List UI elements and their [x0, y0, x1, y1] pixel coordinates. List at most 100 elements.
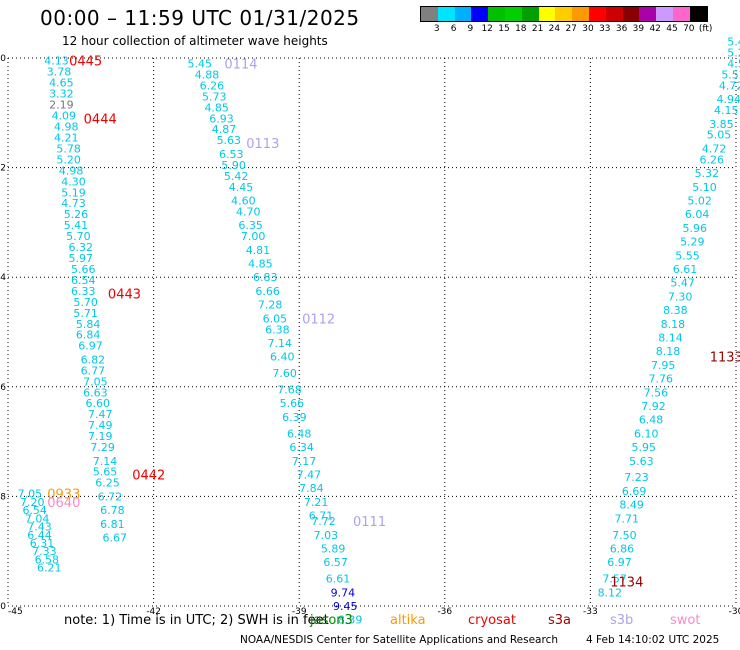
- wave-height-value: 9.45: [333, 600, 358, 613]
- wave-height-value: 7.30: [668, 290, 693, 303]
- footer-credit: NOAA/NESDIS Center for Satellite Applica…: [240, 634, 558, 646]
- wave-height-value: 9.74: [331, 586, 356, 599]
- wave-height-value: 6.72: [98, 490, 123, 503]
- wave-height-value: 5.84: [76, 318, 101, 331]
- wave-height-value: 5.78: [56, 142, 81, 155]
- legend-tick: 42: [649, 24, 661, 34]
- wave-height-value: 6.58: [35, 553, 60, 566]
- wave-height-value: 7.49: [88, 419, 113, 432]
- wave-height-value: 6.78: [100, 504, 125, 517]
- wave-height-value: 3.32: [49, 88, 74, 101]
- pass-time-label: 0445: [69, 55, 102, 70]
- wave-height-value: 7.57: [602, 573, 627, 586]
- legend-tick: 3: [433, 24, 440, 34]
- legend-tick: 39: [632, 24, 645, 34]
- wave-height-value: 6.86: [610, 542, 635, 555]
- footer-note: note: 1) Time is in UTC; 2) SWH is in fe…: [64, 613, 329, 628]
- satellite-label: altika: [390, 613, 426, 628]
- wave-height-value: 4.88: [195, 68, 220, 81]
- wave-height-value: 6.10: [634, 427, 659, 440]
- wave-height-value: 5.2: [727, 47, 740, 60]
- wave-height-value: 7.04: [25, 512, 50, 525]
- wave-height-value: 6.33: [71, 285, 96, 298]
- legend-tick: 33: [599, 24, 611, 34]
- wave-height-value: 7.72: [311, 515, 336, 528]
- wave-height-value: 5.52: [721, 68, 740, 81]
- wave-height-value: 8.39: [338, 614, 363, 627]
- wave-height-value: 5.96: [682, 222, 707, 235]
- pass-time-label: 0114: [224, 57, 257, 72]
- legend-tick: 18: [515, 24, 527, 34]
- wave-height-value: 5.66: [71, 263, 96, 276]
- legend-swatch: [588, 7, 606, 21]
- legend-swatch: [605, 7, 623, 21]
- wave-height-value: 4.13: [44, 55, 69, 68]
- wave-height-value: 7.28: [258, 299, 283, 312]
- wave-height-value: 5.42: [224, 170, 249, 183]
- legend-tick: 70: [683, 24, 695, 34]
- wave-height-value: 7.56: [644, 386, 669, 399]
- wave-height-value: 5.71: [73, 307, 98, 320]
- wave-height-value: 4.94: [716, 93, 740, 106]
- legend-swatch: [488, 7, 505, 21]
- wave-height-value: 6.63: [83, 386, 108, 399]
- wave-height-value: 5.90: [221, 159, 246, 172]
- wave-height-value: 6.69: [622, 485, 647, 498]
- wave-height-value: 4.65: [49, 77, 74, 90]
- wave-height-value: 7.60: [272, 367, 297, 380]
- legend-swatch: [521, 7, 539, 21]
- wave-height-value: 6.81: [100, 518, 125, 531]
- wave-height-value: 7.68: [277, 384, 302, 397]
- legend-color-bar: [420, 6, 708, 22]
- wave-height-value: 7.33: [32, 545, 57, 558]
- wave-height-value: 6.31: [30, 537, 55, 550]
- footer-timestamp: 4 Feb 14:10:02 UTC 2025: [586, 634, 720, 646]
- wave-height-value: 7.50: [612, 529, 637, 542]
- wave-height-value: 6.60: [86, 397, 111, 410]
- wave-height-value: 6.71: [309, 510, 334, 523]
- x-tick-label: -36: [437, 607, 452, 617]
- wave-height-value: 8.18: [661, 318, 686, 331]
- wave-height-value: 5.45: [187, 57, 212, 70]
- wave-height-value: 7.14: [93, 455, 118, 468]
- wave-height-value: 2.19: [49, 99, 74, 112]
- wave-height-value: 7.95: [651, 359, 676, 372]
- wave-height-value: 6.66: [255, 285, 280, 298]
- y-tick-label: 40: [0, 54, 6, 64]
- wave-height-value: 3.78: [47, 66, 72, 79]
- wave-height-value: 3.85: [709, 118, 734, 131]
- wave-height-value: 5.47: [670, 277, 695, 290]
- color-legend: 3 6 9 12 15 18 21 24 27 30 33 36 39 42 45 70 (ft): [420, 6, 712, 36]
- wave-height-value: 5.70: [66, 230, 91, 243]
- x-tick-label: -33: [583, 607, 598, 617]
- satellite-label: jason3: [310, 613, 353, 628]
- legend-swatch: [689, 7, 707, 21]
- pass-time-label: 0112: [302, 312, 335, 327]
- wave-height-value: 4.45: [229, 181, 254, 194]
- wave-height-value: 4.5: [727, 57, 740, 70]
- legend-tick: 24: [548, 24, 561, 34]
- legend-tick: 9: [467, 24, 474, 34]
- wave-height-value: 7.92: [641, 400, 666, 413]
- wave-height-value: 6.84: [76, 329, 101, 342]
- legend-tick: 30: [582, 24, 594, 34]
- wave-height-value: 5.63: [217, 134, 242, 147]
- legend-swatch: [454, 7, 472, 21]
- y-tick-label: 42: [0, 164, 6, 174]
- wave-height-value: 6.26: [699, 153, 724, 166]
- wave-height-value: 4.87: [212, 123, 237, 136]
- wave-height-value: 4.15: [714, 104, 739, 117]
- satellite-label: cryosat: [468, 613, 516, 628]
- wave-height-value: 4.85: [204, 101, 229, 114]
- wave-height-value: 6.57: [323, 556, 348, 569]
- wave-height-value: 7.20: [20, 496, 45, 509]
- wave-height-value: 6.67: [103, 532, 128, 545]
- satellite-label: s3a: [548, 613, 572, 628]
- legend-tick: 21: [531, 24, 544, 34]
- wave-height-value: 6.48: [639, 414, 664, 427]
- wave-height-value: 7.05: [83, 375, 108, 388]
- wave-height-value: 5.97: [69, 252, 94, 265]
- legend-swatch: [572, 7, 589, 21]
- wave-height-value: 7.21: [304, 496, 329, 509]
- wave-height-value: 6.04: [685, 208, 710, 221]
